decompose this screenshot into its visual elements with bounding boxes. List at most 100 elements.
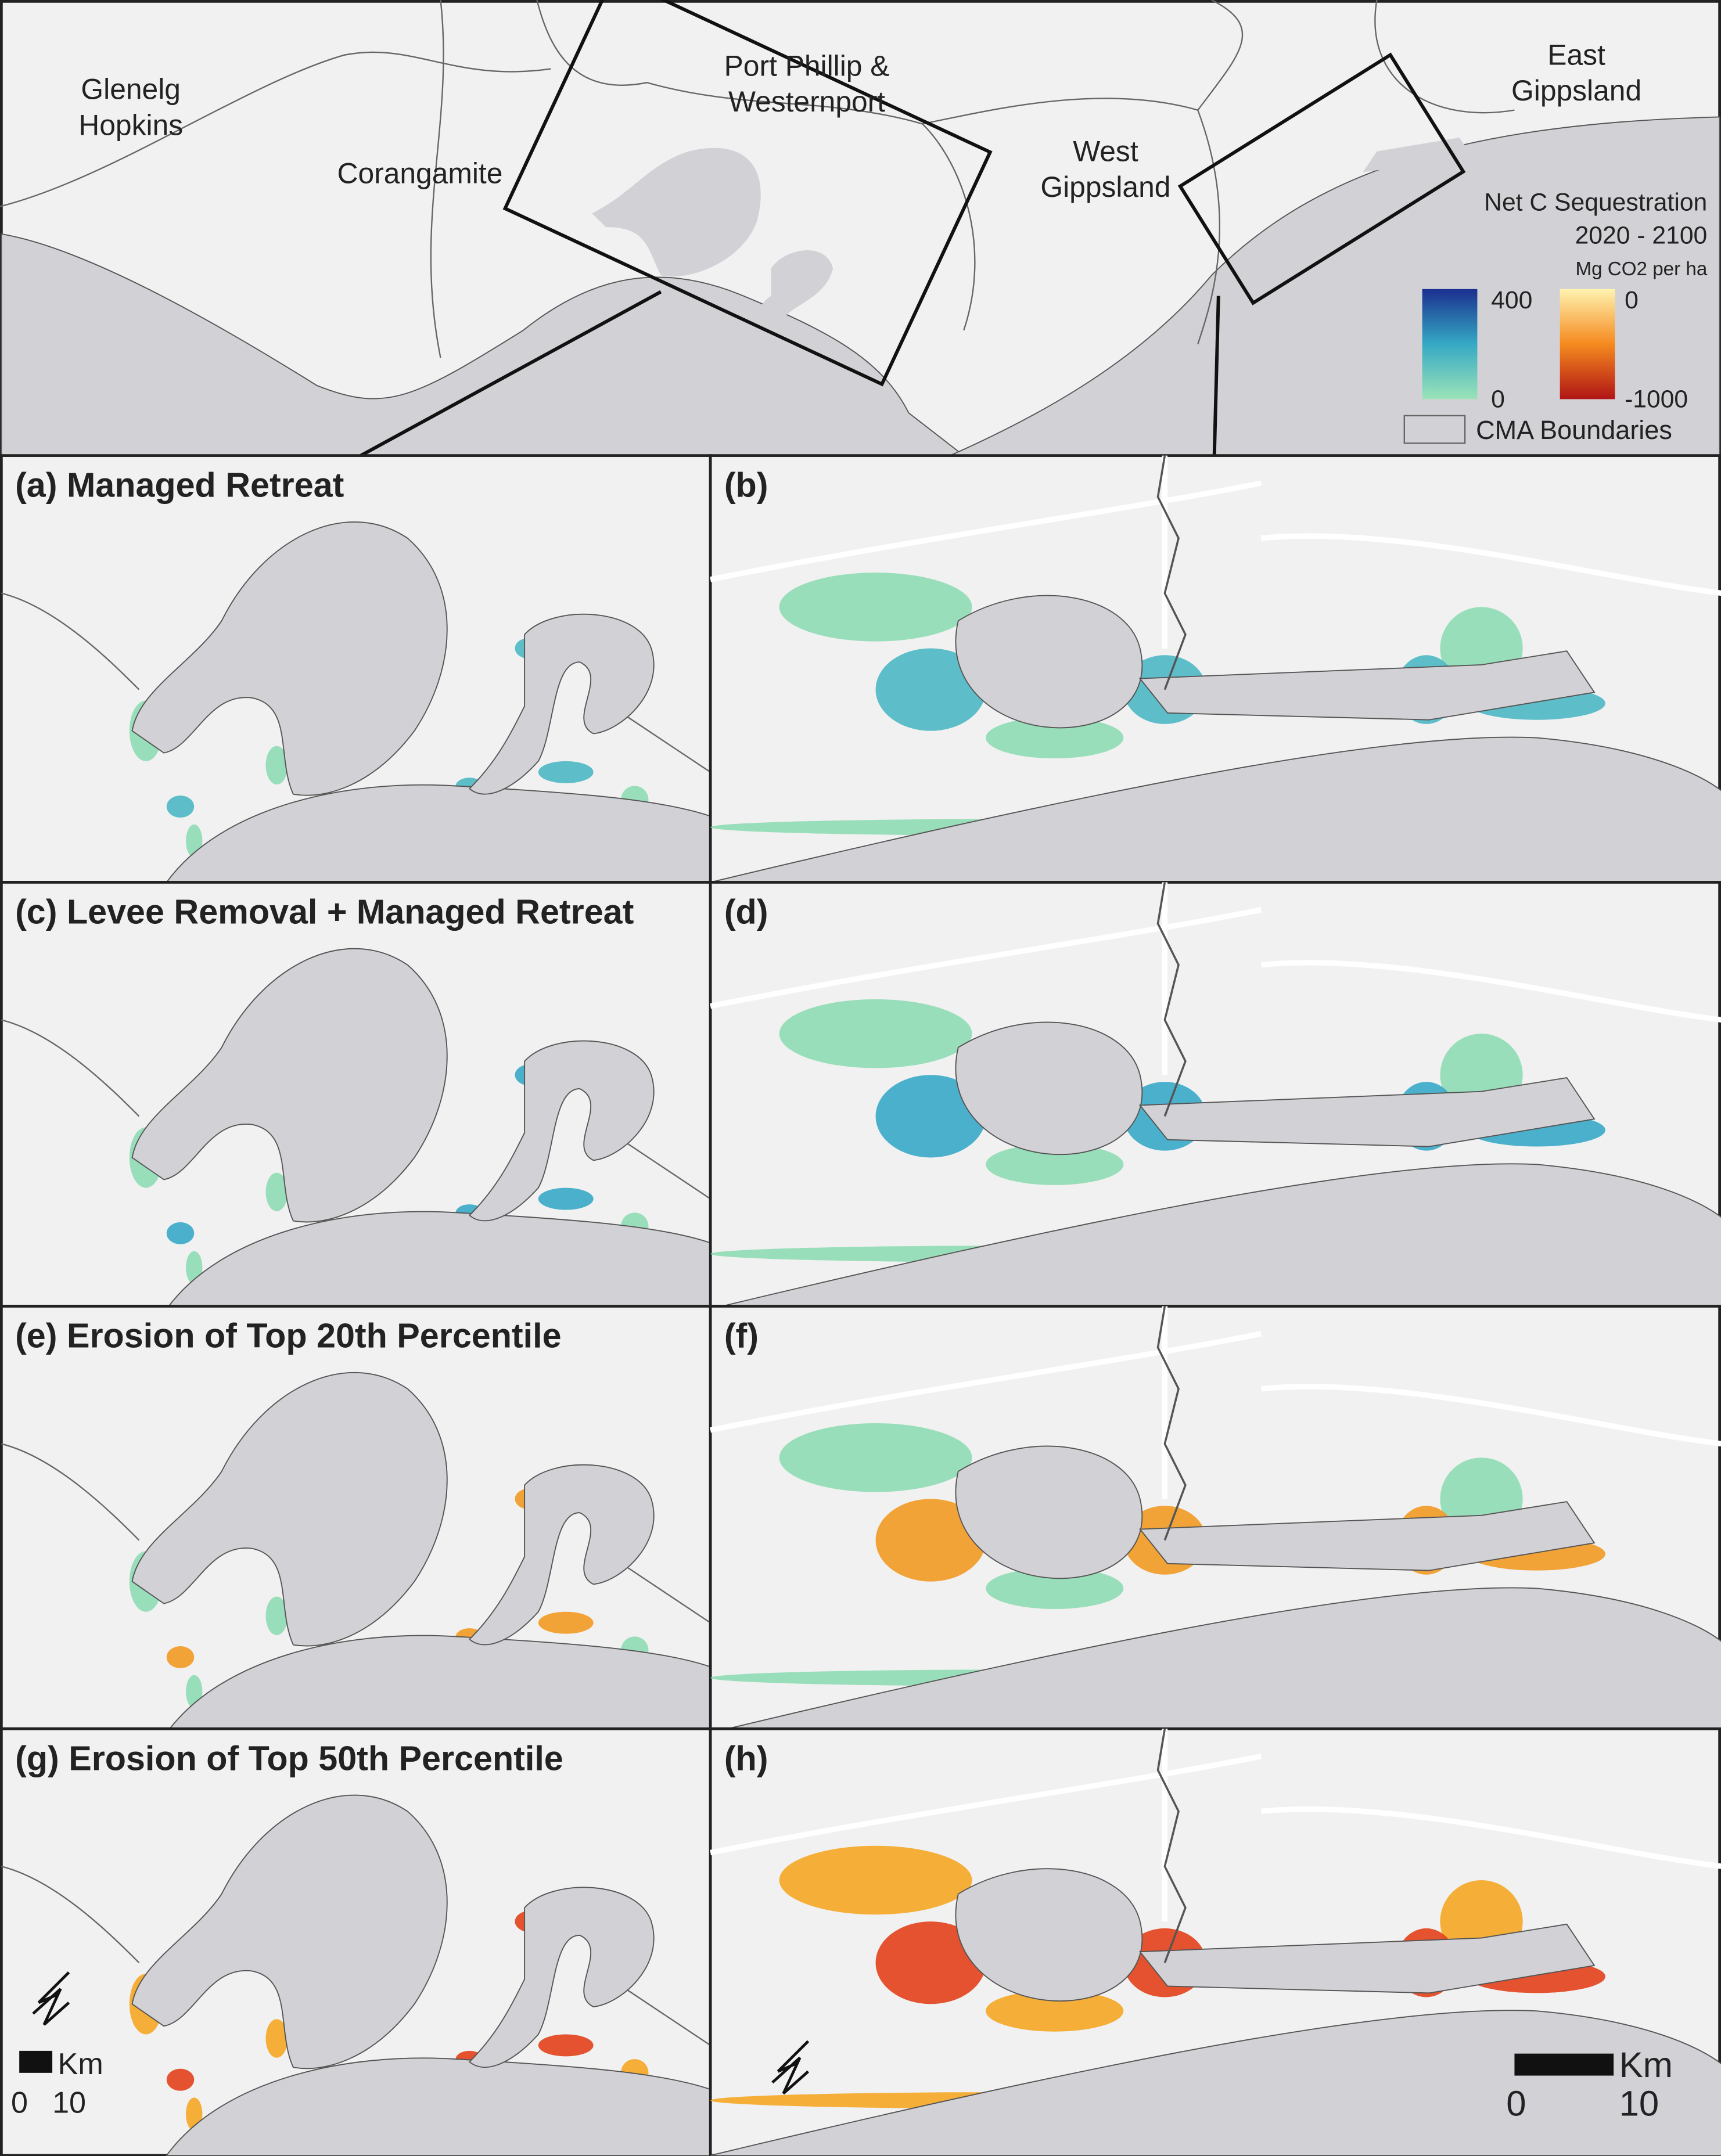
water bbox=[131, 1372, 448, 1647]
leader-line bbox=[1212, 296, 1220, 456]
habitat-patch bbox=[986, 717, 1124, 759]
panel-label: (d) bbox=[724, 892, 768, 931]
map-panel: (e) Erosion of Top 20th Percentile bbox=[0, 1305, 712, 1734]
scale-tick: 10 bbox=[1619, 2083, 1659, 2123]
water bbox=[468, 1040, 655, 1222]
gain-ramp bbox=[1422, 289, 1478, 399]
habitat-patch bbox=[779, 1845, 972, 1915]
habitat-patch bbox=[265, 746, 288, 785]
habitat-patch bbox=[986, 1143, 1124, 1185]
water bbox=[468, 1887, 655, 2068]
water bbox=[710, 2010, 1721, 2156]
scale-tick: 0 bbox=[1506, 2083, 1526, 2123]
legend-title: 2020 - 2100 bbox=[1575, 222, 1708, 250]
panel-label: (h) bbox=[724, 1739, 768, 1777]
legend-unit: Mg CO2 per ha bbox=[1576, 258, 1708, 280]
region-label: East bbox=[1547, 38, 1605, 71]
region-label: Port Phillip & bbox=[724, 49, 890, 82]
water bbox=[955, 1868, 1143, 2002]
habitat-patch bbox=[166, 1222, 195, 1244]
leader-line bbox=[360, 290, 662, 458]
region-label: Corangamite bbox=[337, 157, 503, 189]
map-panel: (g) Erosion of Top 50th Percentile bbox=[0, 1727, 712, 2156]
habitat-patch bbox=[265, 2019, 288, 2058]
habitat-patch bbox=[875, 1499, 986, 1582]
region-label: Hopkins bbox=[78, 109, 183, 141]
habitat-patch bbox=[875, 1075, 986, 1158]
region-label: Gippsland bbox=[1040, 171, 1170, 203]
scale-unit: Km bbox=[58, 2047, 103, 2081]
legend-tick: 400 bbox=[1491, 286, 1532, 314]
bay bbox=[592, 147, 761, 277]
map-panel: (a) Managed Retreat bbox=[0, 454, 712, 884]
bay bbox=[760, 250, 833, 319]
water bbox=[131, 948, 448, 1223]
region-label: Westernport bbox=[728, 85, 885, 118]
cma-boundary bbox=[1156, 882, 1187, 1117]
sea bbox=[1, 233, 966, 456]
water bbox=[955, 1445, 1143, 1579]
water bbox=[1138, 650, 1596, 721]
water bbox=[165, 1635, 712, 1734]
panel-label: (g) Erosion of Top 50th Percentile bbox=[15, 1739, 563, 1777]
region-label: Glenelg bbox=[81, 73, 181, 106]
water bbox=[468, 1464, 655, 1646]
legend-title: Net C Sequestration bbox=[1484, 189, 1707, 217]
water bbox=[1138, 1077, 1596, 1147]
water bbox=[955, 1021, 1143, 1156]
water bbox=[131, 1794, 448, 2069]
water bbox=[710, 736, 1721, 883]
map-panel: (c) Levee Removal + Managed Retreat bbox=[0, 881, 712, 1310]
habitat-patch bbox=[538, 2034, 594, 2057]
scale-unit: Km bbox=[1619, 2045, 1673, 2085]
panel-label: (f) bbox=[724, 1316, 759, 1355]
loss-ramp bbox=[1560, 289, 1615, 399]
roads bbox=[710, 1306, 1721, 1499]
water bbox=[165, 784, 712, 883]
map-panel: (h) bbox=[709, 1727, 1721, 2156]
map-panel: (f) bbox=[709, 1305, 1721, 1734]
water bbox=[165, 2057, 712, 2156]
scale-bar bbox=[1514, 2053, 1614, 2076]
cma-boundary bbox=[1156, 455, 1187, 690]
habitat-patch bbox=[538, 1611, 594, 1634]
habitat-patch bbox=[875, 648, 986, 731]
habitat-patch bbox=[265, 1596, 288, 1636]
legend-boundary: CMA Boundaries bbox=[1476, 415, 1672, 445]
north-arrow bbox=[771, 2040, 810, 2095]
north-arrow bbox=[32, 1971, 70, 2026]
panels: (a) Managed Retreat (b) (c) Levee Removal … bbox=[0, 454, 1721, 2156]
sea bbox=[950, 116, 1720, 456]
water bbox=[165, 1211, 712, 1310]
cma-boundary bbox=[1156, 1306, 1187, 1541]
cma-boundary bbox=[1156, 1728, 1187, 1963]
extent-box bbox=[502, 0, 993, 387]
habitat-patch bbox=[779, 573, 972, 642]
habitat-patch bbox=[538, 1187, 594, 1210]
boundary-swatch bbox=[1403, 415, 1466, 444]
habitat-patch bbox=[986, 1990, 1124, 2032]
habitat-patch bbox=[265, 1172, 288, 1211]
panel-label: (b) bbox=[724, 466, 768, 505]
legend-tick: -1000 bbox=[1625, 386, 1688, 413]
cma-boundary bbox=[0, 0, 1515, 358]
habitat-patch bbox=[166, 796, 195, 818]
roads bbox=[710, 1729, 1721, 1922]
water bbox=[131, 521, 448, 796]
panel-label: (e) Erosion of Top 20th Percentile bbox=[15, 1316, 561, 1355]
water bbox=[1138, 1923, 1596, 1994]
water bbox=[955, 595, 1143, 729]
habitat-patch bbox=[779, 999, 972, 1068]
water bbox=[710, 1587, 1721, 1734]
habitat-patch bbox=[986, 1567, 1124, 1609]
water bbox=[710, 1163, 1721, 1310]
panel-label: (a) Managed Retreat bbox=[15, 466, 344, 505]
region-label: Gippsland bbox=[1511, 74, 1641, 107]
map-panel: (b) bbox=[709, 454, 1721, 884]
roads bbox=[710, 882, 1721, 1075]
scale-tick: 0 bbox=[11, 2086, 28, 2120]
legend-tick: 0 bbox=[1491, 386, 1505, 413]
